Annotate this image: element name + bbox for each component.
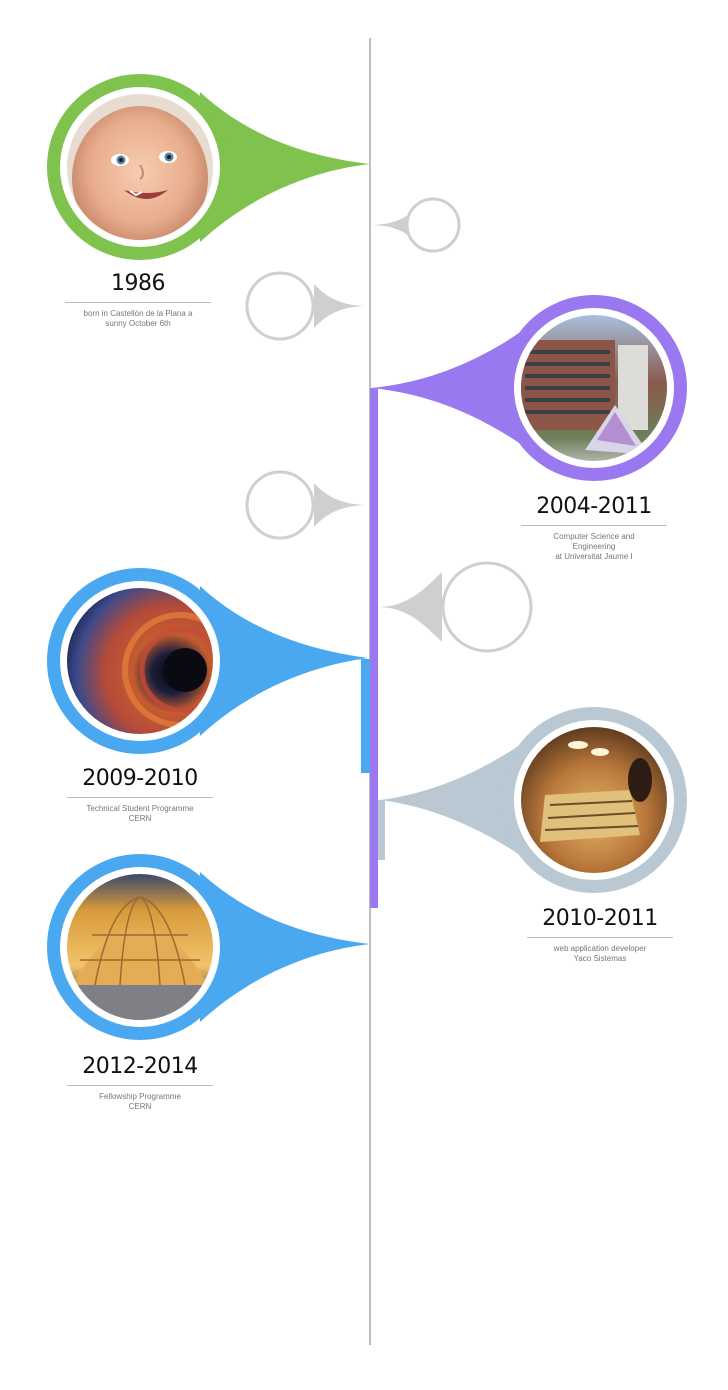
baby-photo [67,94,213,240]
event-marker-1986 [47,74,370,260]
event-marker-2012-2014 [47,854,370,1040]
event-year: 2012-2014 [82,1054,198,1079]
event-description: born in Castellón de la Plana a sunny Oc… [83,309,193,328]
divider [521,525,667,526]
event-marker-2009-2010 [47,568,368,754]
particle-detector-photo [67,588,213,734]
event-year: 2004-2011 [536,494,652,519]
event-label-2009-2010: 2009-2010 Technical Student Programme CE… [66,765,214,824]
event-description: Computer Science and Engineering at Univ… [553,532,635,561]
event-marker-2010-2011 [380,707,687,893]
empty-marker [245,271,368,341]
university-building-photo [521,315,667,461]
event-year: 1986 [111,271,166,296]
event-marker-2004-2011 [372,295,687,481]
event-label-1986: 1986 born in Castellón de la Plana a sun… [64,270,212,329]
yaco-duration-bar [378,800,385,860]
cern-student-duration-bar [361,659,370,773]
empty-marker [378,561,533,653]
event-description: web application developer Yaco Sistemas [553,944,647,963]
event-year: 2009-2010 [82,766,198,791]
divider [67,1085,213,1086]
divider [65,302,211,303]
event-description: Technical Student Programme CERN [86,804,194,823]
event-year: 2010-2011 [542,906,658,931]
divider [527,937,673,938]
event-label-2012-2014: 2012-2014 Fellowship Programme CERN [66,1053,214,1112]
divider [67,797,213,798]
empty-marker [245,470,369,540]
foosball-office-photo [521,727,667,873]
uji-duration-bar [370,388,378,908]
globe-of-science-photo [67,874,213,1020]
event-description: Fellowship Programme CERN [99,1092,181,1111]
event-label-2004-2011: 2004-2011 Computer Science and Engineeri… [520,493,668,562]
empty-marker [370,197,461,253]
event-label-2010-2011: 2010-2011 web application developer Yaco… [526,905,674,964]
